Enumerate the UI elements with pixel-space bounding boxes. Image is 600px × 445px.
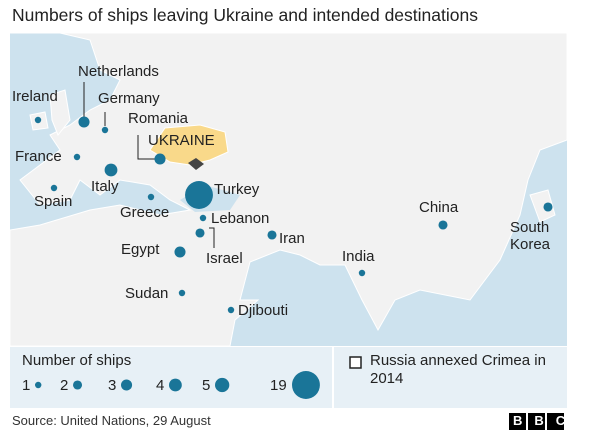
legend-title: Number of ships xyxy=(22,352,132,369)
ship-bubble xyxy=(195,228,205,238)
ship-bubble xyxy=(438,220,448,230)
ship-bubble xyxy=(104,163,118,177)
country-label: India xyxy=(342,248,375,265)
ship-bubble xyxy=(543,202,553,212)
crimea-key xyxy=(349,356,362,369)
ship-bubble xyxy=(292,371,320,399)
country-label: UKRAINE xyxy=(148,132,215,149)
country-label: Netherlands xyxy=(78,63,159,80)
legend-bg xyxy=(334,347,567,408)
country-label: Iran xyxy=(279,230,305,247)
ship-bubble xyxy=(358,269,366,277)
country-label: Djibouti xyxy=(238,302,289,319)
country-label: Germany xyxy=(98,90,160,107)
ship-bubble xyxy=(50,184,58,192)
legend-label: 1 xyxy=(22,377,31,394)
country-label: Ireland xyxy=(12,88,58,105)
ship-bubble xyxy=(35,381,42,389)
ship-bubble xyxy=(267,230,277,240)
country-label: South Korea xyxy=(510,219,551,253)
ship-bubble xyxy=(73,380,83,390)
country-label: Egypt xyxy=(121,241,160,258)
ship-bubble xyxy=(147,193,155,201)
country-label: Spain xyxy=(34,193,73,210)
legend-label: 19 xyxy=(270,377,287,394)
leaders xyxy=(83,82,215,248)
country-label: Lebanon xyxy=(211,210,270,227)
country-label: Greece xyxy=(120,204,170,221)
legend-label: 4 xyxy=(156,377,165,394)
ship-bubble xyxy=(78,116,90,128)
ship-bubble xyxy=(178,289,186,297)
country-label: Israel xyxy=(206,250,243,267)
logo-block xyxy=(528,413,545,430)
logo-block xyxy=(547,413,564,430)
country-label: Sudan xyxy=(125,285,169,302)
ship-bubble xyxy=(185,181,213,209)
country-label: Romania xyxy=(128,110,189,127)
legend-label: 2 xyxy=(60,377,69,394)
ship-bubble xyxy=(169,378,182,392)
ship-bubble xyxy=(34,116,42,124)
ship-bubble xyxy=(154,153,166,165)
legend-label: 5 xyxy=(202,377,211,394)
country-label: Turkey xyxy=(214,181,260,198)
legend-note: Russia annexed Crimea in 2014 xyxy=(370,352,546,387)
ship-bubble xyxy=(73,153,81,161)
country-label: China xyxy=(419,199,459,216)
logo: BBC xyxy=(513,413,578,428)
crimea xyxy=(188,158,204,170)
legend-label: 3 xyxy=(108,377,117,394)
ship-bubble xyxy=(215,377,230,393)
land xyxy=(9,32,568,347)
logo-block xyxy=(509,413,526,430)
ship-bubble xyxy=(101,126,109,134)
title: Numbers of ships leaving Ukraine and int… xyxy=(12,5,478,25)
country-label: Italy xyxy=(91,178,119,195)
ship-bubble xyxy=(121,379,133,391)
legend-bg xyxy=(10,347,332,408)
ship-bubble xyxy=(199,214,207,222)
ship-bubble xyxy=(227,306,235,314)
ukraine xyxy=(149,124,229,166)
ship-bubble xyxy=(174,246,186,258)
source: Source: United Nations, 29 August xyxy=(12,413,211,428)
country-label: France xyxy=(15,148,62,165)
